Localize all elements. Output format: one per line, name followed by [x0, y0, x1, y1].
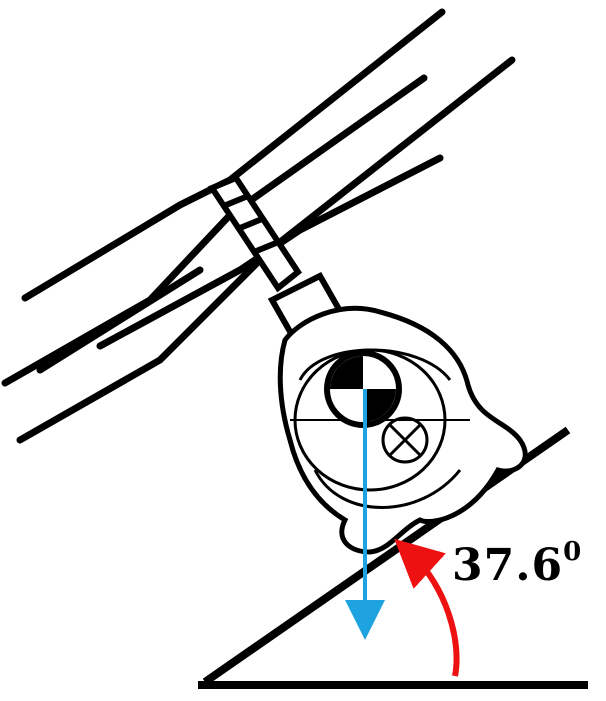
angle-value: 37.6: [452, 540, 564, 591]
rotor-mast: [207, 174, 303, 293]
angle-arc-arrow: [394, 538, 460, 677]
angle-degree-superscript: 0: [563, 537, 583, 568]
angle-label: 37.60: [452, 537, 583, 591]
fuselage: [277, 305, 528, 555]
